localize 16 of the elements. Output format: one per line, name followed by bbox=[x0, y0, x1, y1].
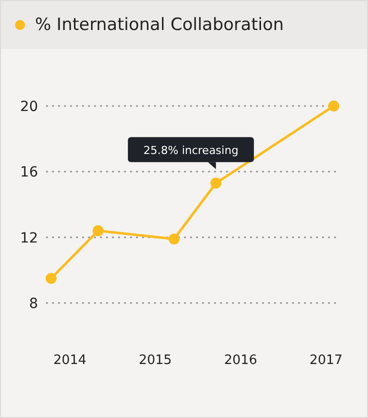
y-tick-label: 16 bbox=[20, 164, 38, 181]
point bbox=[328, 100, 340, 112]
x-tick-label: 2017 bbox=[310, 353, 343, 368]
x-tick-label: 2014 bbox=[53, 353, 86, 368]
y-tick-label: 12 bbox=[20, 230, 38, 246]
y-tick-label: 20 bbox=[20, 98, 38, 115]
point bbox=[92, 225, 104, 236]
tooltip-callout: 25.8% increasing bbox=[128, 137, 254, 170]
point bbox=[168, 233, 180, 244]
y-tick-label: 8 bbox=[29, 296, 38, 312]
point bbox=[210, 178, 222, 189]
annotation: 25.8% increasing bbox=[143, 144, 238, 158]
point bbox=[46, 272, 57, 284]
x-tick-label: 2015 bbox=[138, 353, 172, 368]
x-tick-label: 2016 bbox=[224, 353, 258, 368]
legend-label: % International Collaboration bbox=[35, 15, 284, 35]
